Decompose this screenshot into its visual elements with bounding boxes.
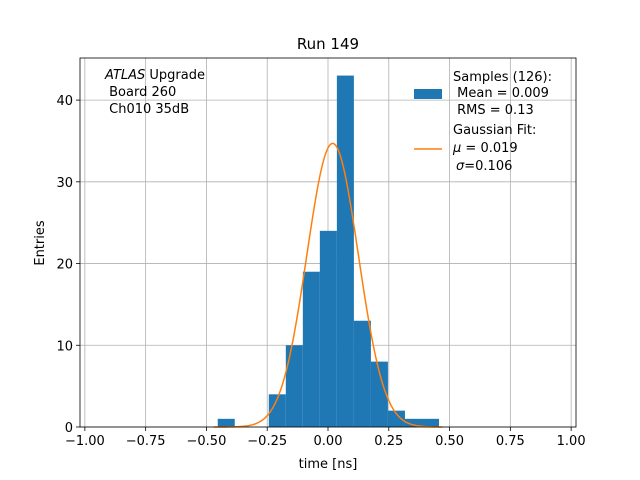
histogram-bar-11: [404, 418, 422, 427]
histogram-bar-5: [302, 271, 320, 427]
x-axis-label: time [ns]: [299, 457, 358, 472]
x-tick-label-5: 0.25: [374, 434, 403, 449]
x-tick-label-4: 0.00: [314, 434, 343, 449]
legend-sigma-value: =0.106: [464, 159, 512, 174]
legend: Samples (126): Mean = 0.009 RMS = 0.13 G…: [414, 70, 552, 174]
legend-samples-line-2: Mean = 0.009: [453, 86, 549, 101]
x-tick-label-3: −0.25: [247, 434, 287, 449]
histogram-bar-3: [268, 394, 286, 427]
histogram-bar-8: [353, 320, 371, 427]
y-tick-label-0: 0: [65, 421, 73, 436]
x-tick-label-6: 0.50: [435, 434, 464, 449]
y-tick-label-4: 40: [56, 94, 73, 109]
legend-mu-value: = 0.019: [461, 141, 517, 156]
y-tick-label-3: 30: [56, 176, 73, 191]
legend-mu-symbol: μ: [452, 141, 461, 156]
experiment-annotation: ATLAS Upgrade Board 260 Ch010 35dB: [104, 68, 205, 117]
annotation-line-3: Ch010 35dB: [105, 102, 189, 117]
legend-samples-patch: [414, 89, 442, 99]
histogram-bar-10: [387, 410, 405, 427]
histogram-bar-6: [319, 230, 337, 427]
histogram-bar-12: [421, 418, 439, 427]
histogram-bar-9: [370, 361, 388, 427]
annotation-line-1: ATLAS Upgrade: [104, 68, 205, 83]
annotation-atlas: ATLAS: [104, 68, 145, 83]
annotation-upgrade: Upgrade: [145, 68, 205, 83]
gaussian-fit-curve: [213, 142, 443, 428]
y-axis-label: Entries: [33, 220, 48, 266]
x-tick-label-2: −0.50: [187, 434, 227, 449]
y-axis-ticks: 0 10 20 30 40: [56, 94, 80, 436]
legend-fit-line-3: σ=0.106: [456, 159, 512, 174]
legend-sigma-symbol: σ: [456, 159, 465, 174]
legend-fit-line-1: Gaussian Fit:: [453, 123, 536, 138]
x-tick-label-8: 1.00: [557, 434, 586, 449]
x-tick-label-0: −1.00: [65, 434, 105, 449]
y-tick-label-2: 20: [56, 258, 73, 273]
legend-samples-line-3: RMS = 0.13: [453, 103, 534, 118]
y-tick-label-1: 10: [56, 339, 73, 354]
annotation-line-2: Board 260: [105, 85, 176, 100]
x-tick-label-7: 0.75: [496, 434, 525, 449]
x-axis-ticks: −1.00 −0.75 −0.50 −0.25 0.00 0.25 0.50 0.75 1.00: [65, 427, 586, 449]
histogram-bar-0: [217, 418, 235, 427]
x-tick-label-1: −0.75: [126, 434, 166, 449]
chart-title: Run 149: [297, 35, 359, 53]
histogram-bars: [217, 75, 439, 428]
histogram-bar-4: [285, 345, 303, 427]
legend-samples-line-1: Samples (126):: [453, 70, 552, 85]
legend-fit-line-2: μ = 0.019: [452, 141, 518, 156]
histogram-bar-7: [336, 75, 354, 428]
